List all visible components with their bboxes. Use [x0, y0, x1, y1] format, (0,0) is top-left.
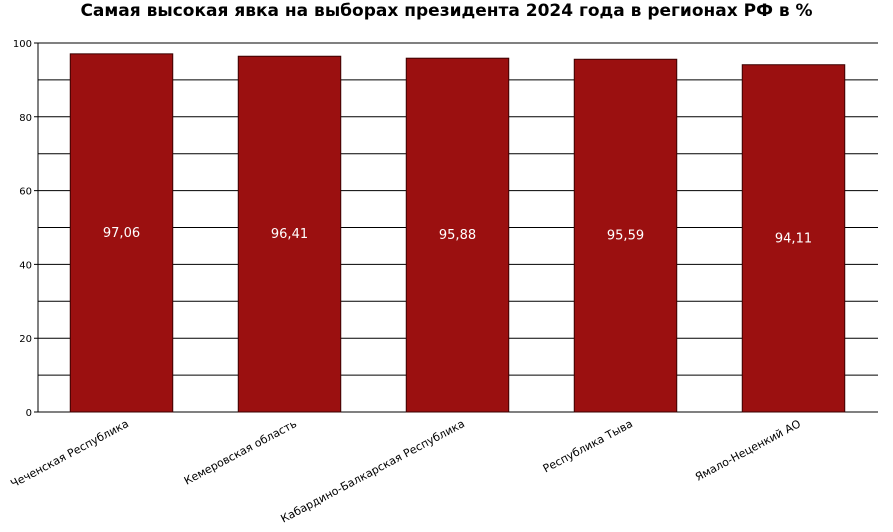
x-category-label: Чеченская Республика — [8, 417, 130, 490]
x-category-label: Республика Тыва — [541, 417, 635, 475]
bar-1 — [69, 53, 174, 413]
bar-2 — [237, 55, 342, 413]
bar-5 — [741, 64, 846, 413]
bar-value-label: 95,59 — [607, 229, 644, 244]
bar-3 — [405, 57, 510, 413]
bars-layer — [69, 53, 846, 413]
bar-value-label: 95,88 — [439, 228, 476, 243]
x-category-label: Ямало-Неценкий АО — [693, 417, 803, 484]
bar-value-label: 97,06 — [103, 226, 140, 241]
x-category-label: Кемеровская область — [182, 417, 299, 487]
y-tick-label: 40 — [19, 260, 32, 271]
chart-title: Самая высокая явка на выборах президента… — [80, 1, 813, 21]
y-tick-label: 60 — [19, 187, 32, 198]
y-tick-label: 0 — [26, 408, 32, 419]
axis-layer: 0 20 40 60 80 100 — [13, 39, 39, 419]
bar-4 — [573, 58, 678, 413]
x-category-label: Кабардино-Балкарская Республика — [279, 417, 467, 525]
bar-value-label: 96,41 — [271, 227, 308, 242]
bar-value-label: 94,11 — [775, 231, 812, 246]
y-tick-label: 100 — [13, 39, 32, 50]
y-tick-label: 20 — [19, 334, 32, 345]
y-tick-label: 80 — [19, 113, 32, 124]
